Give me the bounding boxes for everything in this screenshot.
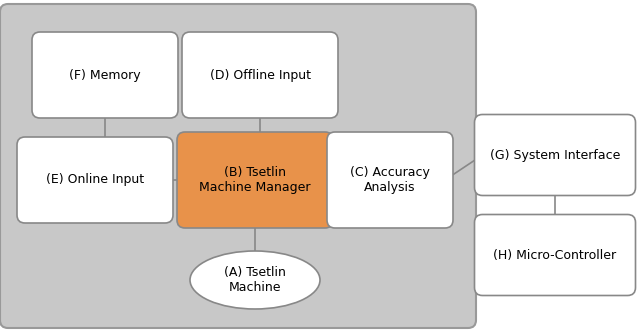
Text: (F) Memory: (F) Memory bbox=[69, 68, 141, 81]
Text: (B) Tsetlin
Machine Manager: (B) Tsetlin Machine Manager bbox=[199, 166, 311, 194]
Ellipse shape bbox=[190, 251, 320, 309]
Text: (A) Tsetlin
Machine: (A) Tsetlin Machine bbox=[224, 266, 286, 294]
FancyBboxPatch shape bbox=[182, 32, 338, 118]
FancyBboxPatch shape bbox=[17, 137, 173, 223]
Text: (E) Online Input: (E) Online Input bbox=[46, 174, 144, 187]
FancyBboxPatch shape bbox=[0, 4, 476, 328]
FancyBboxPatch shape bbox=[474, 115, 636, 196]
Text: (C) Accuracy
Analysis: (C) Accuracy Analysis bbox=[350, 166, 430, 194]
FancyBboxPatch shape bbox=[327, 132, 453, 228]
FancyBboxPatch shape bbox=[177, 132, 333, 228]
Text: (G) System Interface: (G) System Interface bbox=[490, 148, 620, 161]
FancyBboxPatch shape bbox=[474, 214, 636, 295]
FancyBboxPatch shape bbox=[32, 32, 178, 118]
Text: (D) Offline Input: (D) Offline Input bbox=[209, 68, 310, 81]
Text: (H) Micro-Controller: (H) Micro-Controller bbox=[493, 248, 616, 262]
